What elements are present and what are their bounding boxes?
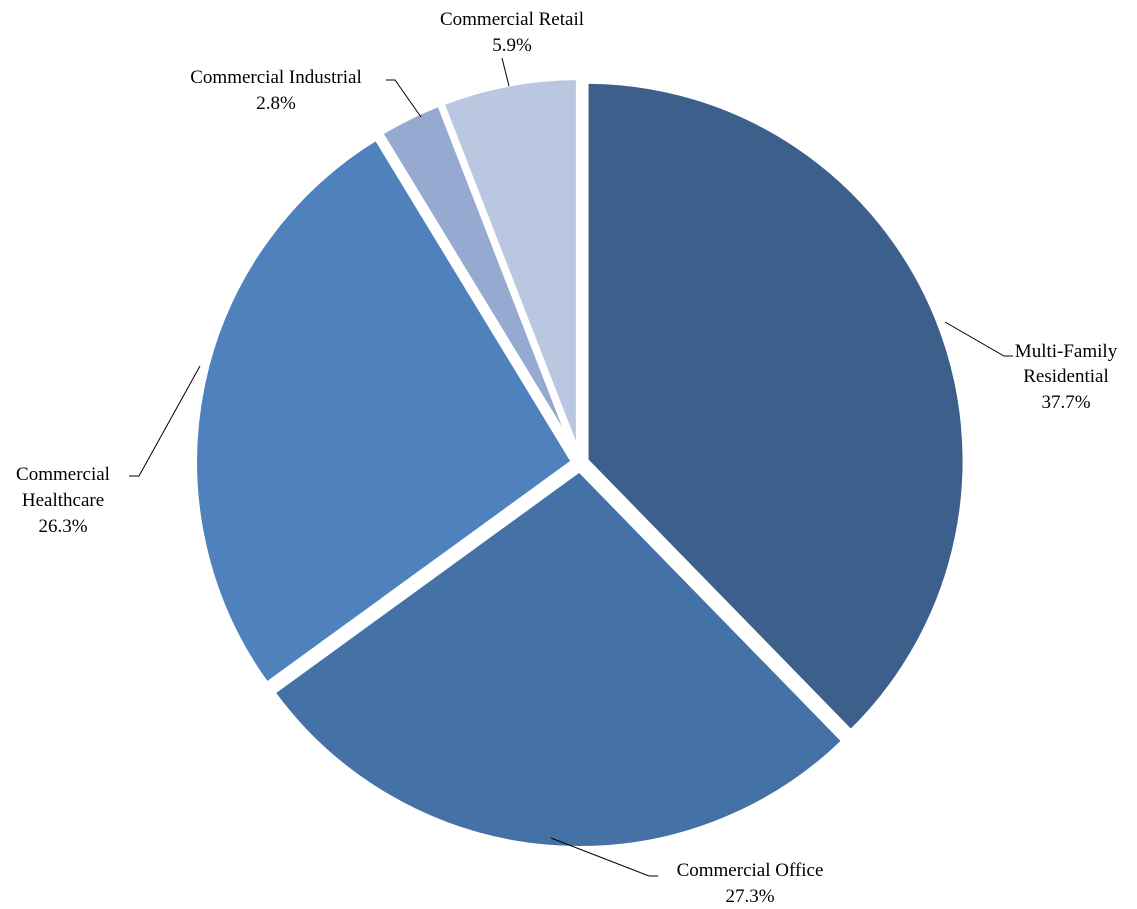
slice-label-commercial-retail-line-1: Commercial Retail	[440, 9, 584, 30]
leader-line-commercial-retail	[501, 57, 510, 87]
leader-line-commercial-office	[550, 837, 658, 877]
slice-value-commercial-healthcare: 26.3%	[38, 516, 87, 537]
slice-value-commercial-office: 27.3%	[725, 886, 774, 907]
slices-layer	[191, 74, 969, 852]
slice-label-commercial-healthcare-line-2: Healthcare	[22, 490, 104, 511]
slice-label-commercial-industrial-line-1: Commercial Industrial	[190, 67, 361, 88]
leader-line-multi-family-residential	[944, 321, 1013, 357]
slice-value-multi-family-residential: 37.7%	[1041, 392, 1090, 413]
slice-value-commercial-industrial: 2.8%	[256, 93, 296, 114]
leader-lines-layer	[129, 57, 1013, 877]
leader-line-commercial-industrial	[386, 79, 422, 118]
leader-line-commercial-healthcare	[129, 365, 201, 477]
pie-slice-commercial-healthcare	[191, 133, 579, 690]
pie-slice-multi-family-residential	[582, 77, 969, 738]
slice-label-commercial-office-line-1: Commercial Office	[677, 860, 824, 881]
pie-slice-commercial-office	[267, 465, 850, 852]
slice-label-multi-family-residential-line-1: Multi-Family	[1015, 341, 1118, 362]
data-labels-layer: Multi-Family Residential 37.7% Commercial O…	[16, 9, 1118, 907]
slice-value-commercial-retail: 5.9%	[492, 35, 532, 56]
slice-label-commercial-healthcare-line-1: Commercial	[16, 464, 110, 485]
slice-label-multi-family-residential-line-2: Residential	[1023, 366, 1108, 387]
